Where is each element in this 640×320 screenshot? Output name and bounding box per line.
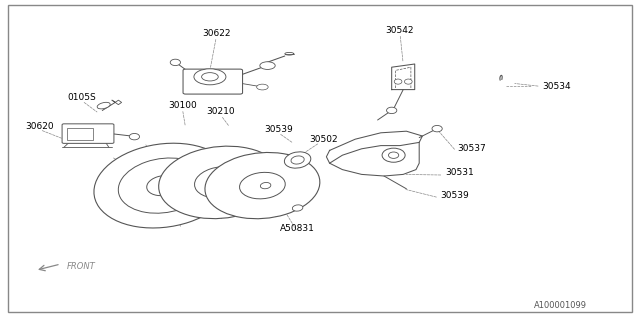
FancyBboxPatch shape bbox=[62, 124, 114, 143]
Text: 30539: 30539 bbox=[264, 125, 292, 134]
Ellipse shape bbox=[94, 143, 232, 228]
FancyBboxPatch shape bbox=[67, 128, 93, 140]
Ellipse shape bbox=[170, 59, 180, 66]
Text: 30620: 30620 bbox=[26, 122, 54, 131]
Ellipse shape bbox=[129, 133, 140, 140]
Ellipse shape bbox=[432, 125, 442, 132]
Text: A100001099: A100001099 bbox=[534, 301, 586, 310]
Ellipse shape bbox=[388, 152, 399, 158]
Ellipse shape bbox=[205, 153, 320, 219]
Ellipse shape bbox=[147, 176, 180, 196]
Ellipse shape bbox=[202, 73, 218, 81]
Ellipse shape bbox=[382, 148, 405, 162]
Text: 30534: 30534 bbox=[543, 82, 572, 91]
Text: 30542: 30542 bbox=[386, 26, 414, 35]
Ellipse shape bbox=[284, 152, 311, 168]
Ellipse shape bbox=[260, 62, 275, 69]
Ellipse shape bbox=[404, 79, 412, 84]
Ellipse shape bbox=[97, 102, 110, 109]
Text: 30531: 30531 bbox=[445, 168, 474, 177]
Ellipse shape bbox=[159, 146, 283, 219]
Ellipse shape bbox=[291, 156, 304, 164]
Ellipse shape bbox=[292, 205, 303, 211]
Text: 30210: 30210 bbox=[207, 108, 235, 116]
Ellipse shape bbox=[194, 69, 226, 85]
Ellipse shape bbox=[260, 182, 271, 189]
Text: 0105S: 0105S bbox=[68, 93, 96, 102]
Text: FRONT: FRONT bbox=[67, 262, 96, 271]
Text: 30622: 30622 bbox=[202, 29, 230, 38]
Ellipse shape bbox=[195, 167, 247, 198]
FancyBboxPatch shape bbox=[183, 69, 243, 94]
Ellipse shape bbox=[239, 172, 285, 199]
Ellipse shape bbox=[257, 84, 268, 90]
Ellipse shape bbox=[394, 79, 402, 84]
Ellipse shape bbox=[387, 107, 397, 114]
Text: 30100: 30100 bbox=[168, 101, 196, 110]
Text: 30502: 30502 bbox=[309, 135, 337, 144]
Ellipse shape bbox=[118, 158, 208, 213]
Ellipse shape bbox=[209, 175, 232, 189]
Text: 30539: 30539 bbox=[440, 191, 469, 200]
Text: A50831: A50831 bbox=[280, 224, 315, 233]
Text: 30537: 30537 bbox=[458, 144, 486, 153]
